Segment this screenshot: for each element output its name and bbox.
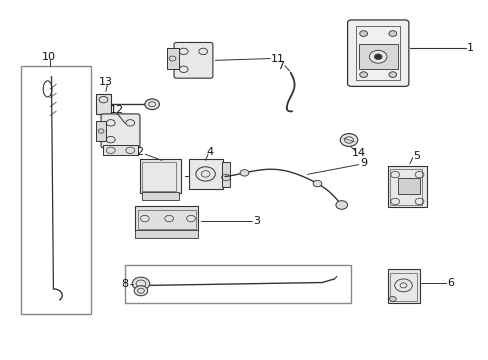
Text: 10: 10	[42, 52, 56, 62]
Circle shape	[340, 134, 357, 147]
Circle shape	[312, 180, 321, 187]
Bar	[137, 210, 196, 229]
Bar	[135, 230, 198, 238]
Circle shape	[373, 54, 381, 60]
Bar	[135, 206, 198, 231]
Bar	[103, 145, 137, 155]
Text: 11: 11	[271, 54, 285, 64]
Text: 6: 6	[447, 278, 454, 288]
Text: 14: 14	[351, 148, 365, 158]
Circle shape	[388, 31, 396, 36]
Bar	[356, 26, 399, 80]
Circle shape	[369, 50, 386, 63]
Circle shape	[359, 72, 367, 77]
Bar	[358, 44, 397, 69]
Circle shape	[388, 296, 395, 301]
Bar	[125, 265, 351, 303]
Text: 4: 4	[206, 148, 214, 157]
Bar	[96, 94, 111, 114]
Bar	[387, 166, 426, 207]
Text: 1: 1	[466, 43, 473, 53]
Circle shape	[240, 170, 248, 176]
Text: 7: 7	[276, 61, 284, 71]
Bar	[166, 48, 179, 69]
Text: 2: 2	[136, 148, 143, 157]
Circle shape	[335, 201, 347, 209]
Circle shape	[388, 72, 396, 77]
Bar	[389, 273, 416, 301]
Text: 12: 12	[110, 105, 124, 115]
Bar	[21, 66, 91, 314]
Bar	[142, 192, 179, 200]
FancyBboxPatch shape	[347, 20, 408, 86]
Circle shape	[134, 286, 147, 296]
Circle shape	[132, 277, 149, 290]
Text: 5: 5	[413, 151, 420, 161]
FancyBboxPatch shape	[174, 42, 212, 78]
Text: 13: 13	[99, 77, 113, 87]
Bar	[140, 158, 181, 193]
Text: 8: 8	[121, 279, 128, 289]
Bar	[389, 169, 421, 205]
Bar	[221, 162, 230, 187]
Bar	[142, 162, 176, 191]
Bar	[387, 269, 419, 303]
Circle shape	[144, 99, 159, 110]
Bar	[96, 121, 106, 141]
FancyBboxPatch shape	[101, 114, 140, 148]
Text: 9: 9	[359, 158, 366, 168]
Text: 3: 3	[253, 216, 260, 226]
Circle shape	[359, 31, 367, 36]
Bar	[397, 178, 419, 194]
Bar	[188, 158, 222, 189]
